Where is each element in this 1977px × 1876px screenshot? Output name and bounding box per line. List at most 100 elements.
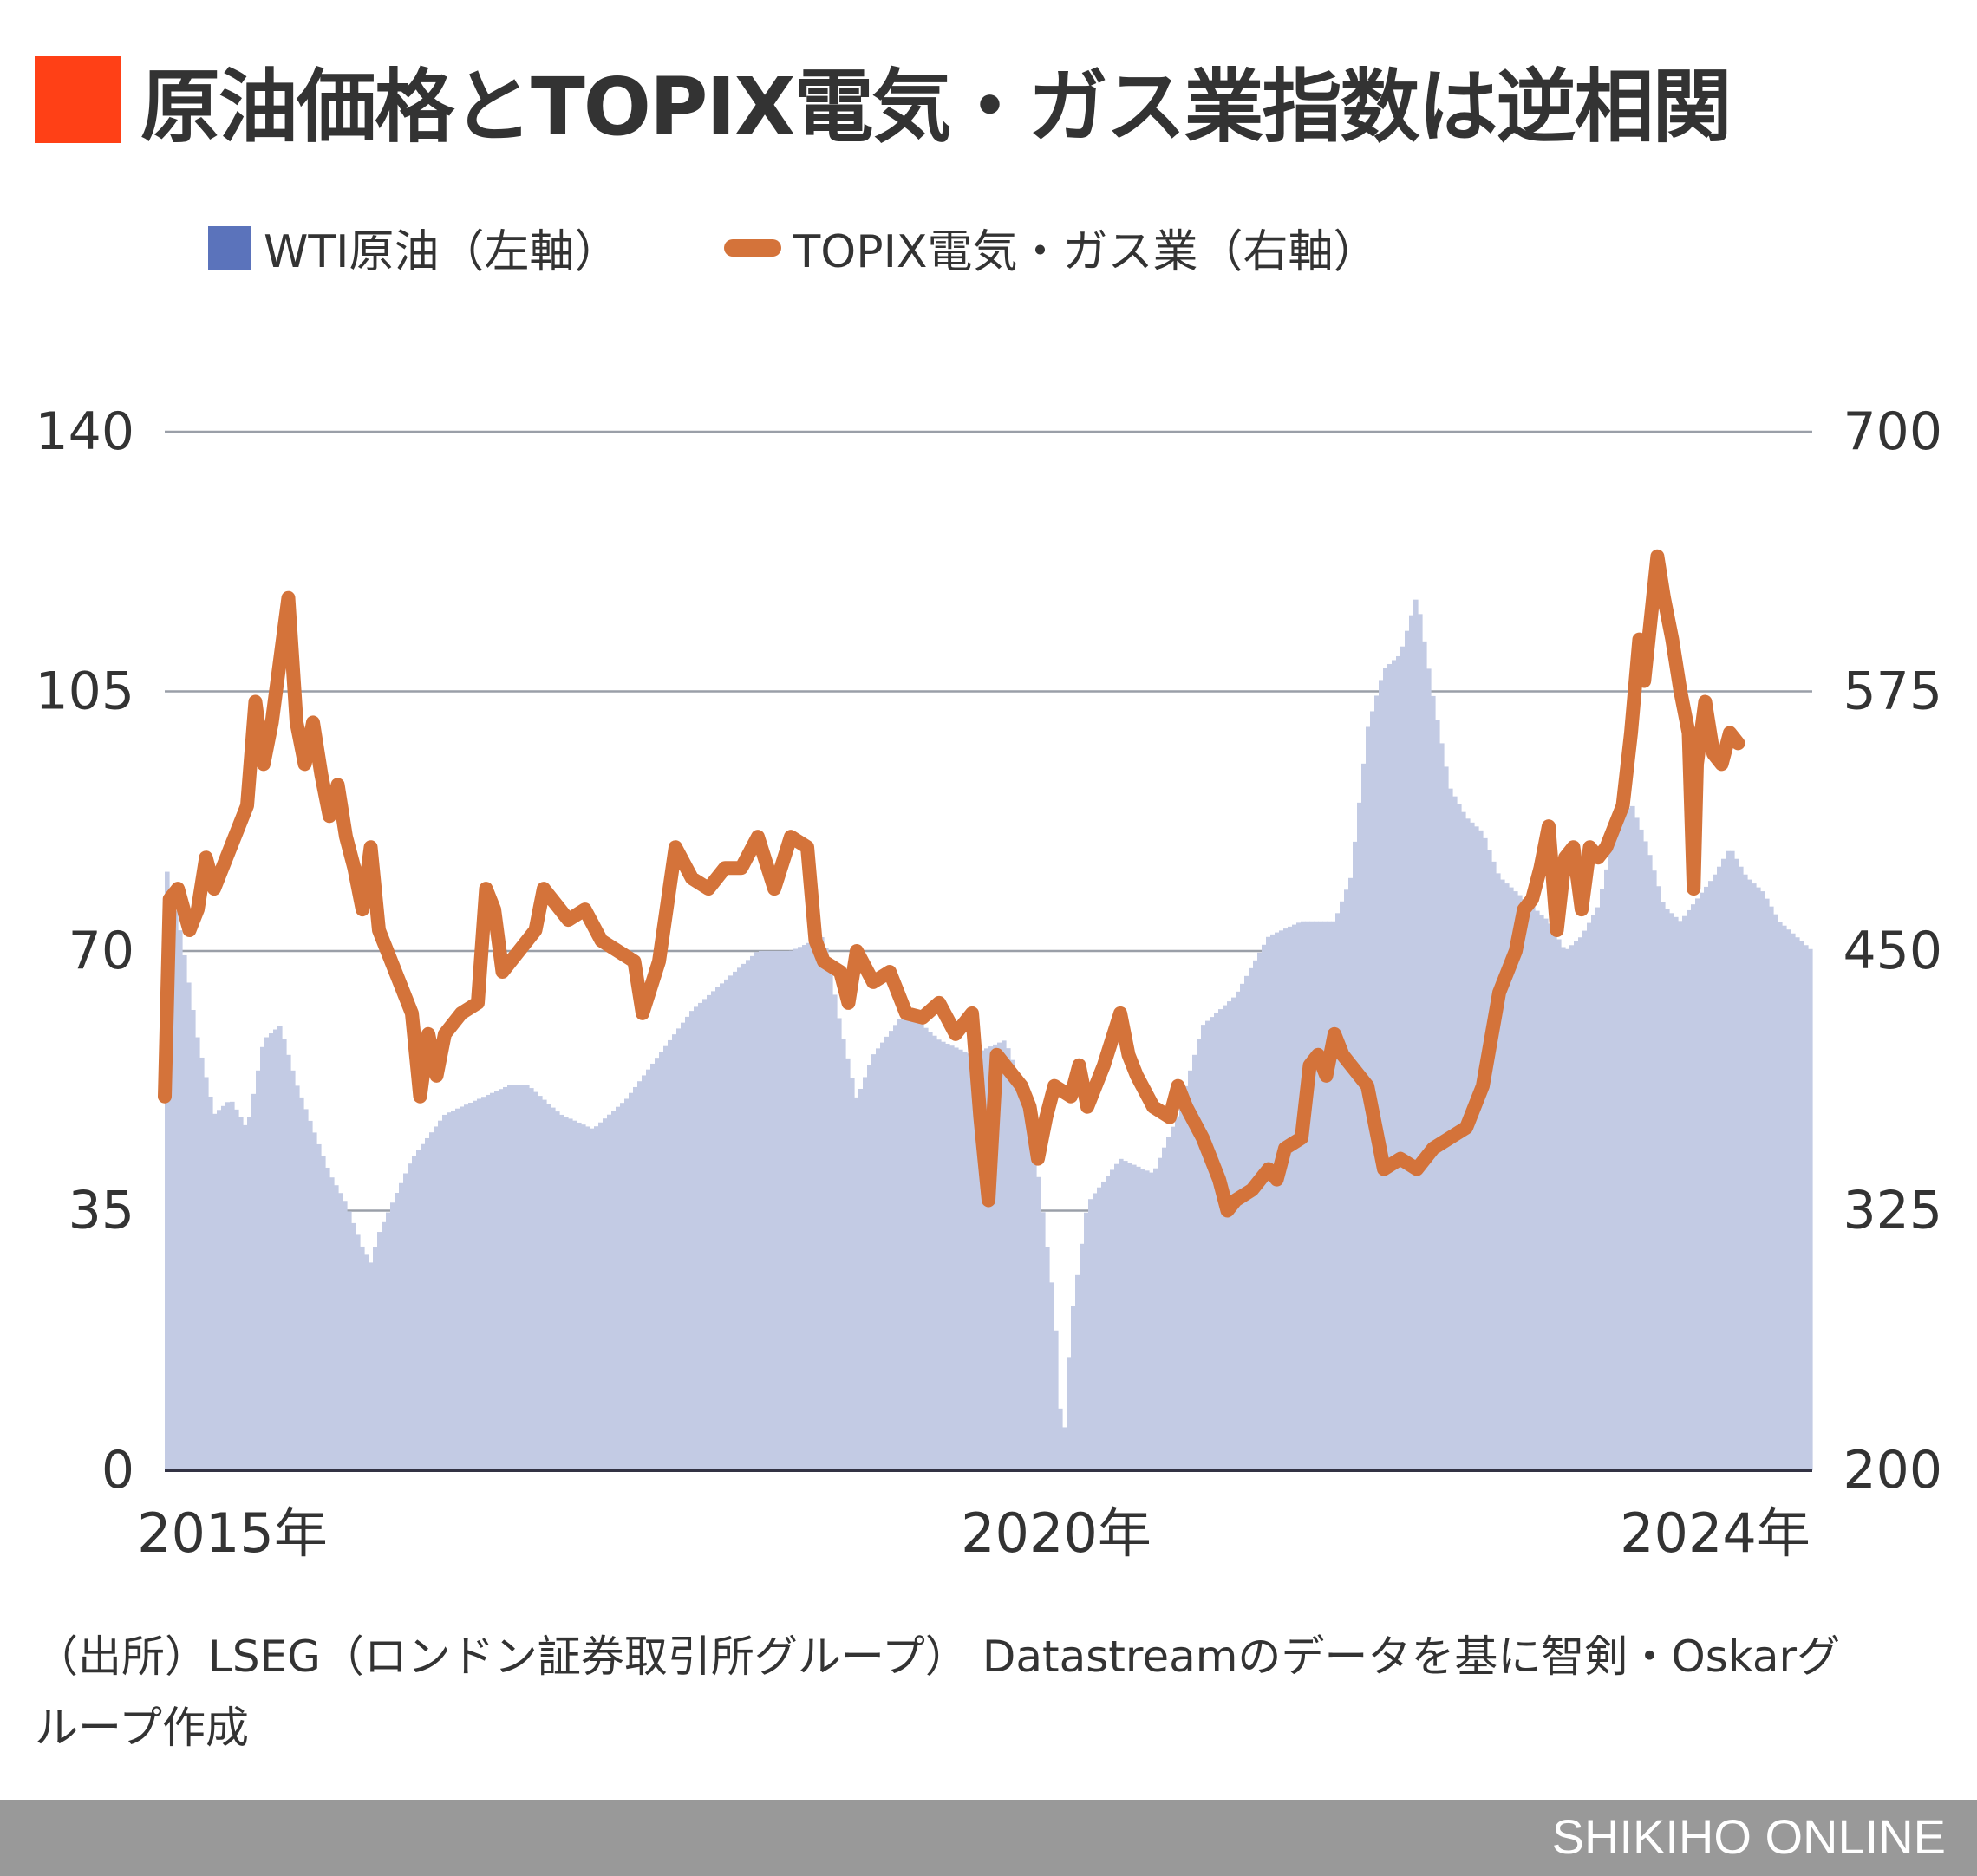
right-axis-tick-label: 450 xyxy=(1843,921,1942,981)
wti-bar xyxy=(1778,922,1783,1470)
legend: WTI原油（左軸） TOPIX電気・ガス業（右軸） xyxy=(208,215,1379,280)
wti-bar xyxy=(594,1126,599,1470)
wti-bar xyxy=(802,945,807,1470)
wti-bar xyxy=(737,967,742,1470)
wti-bar xyxy=(1700,892,1705,1470)
wti-bar xyxy=(555,1111,560,1470)
wti-bar xyxy=(1413,599,1419,1470)
wti-bar xyxy=(759,951,764,1470)
wti-bar xyxy=(1270,934,1276,1470)
wti-bar xyxy=(1357,802,1362,1470)
wti-bar xyxy=(642,1075,647,1470)
wti-bar xyxy=(663,1045,669,1470)
wti-bar xyxy=(1513,891,1518,1470)
wti-bar xyxy=(1804,945,1809,1470)
legend-item-topix: TOPIX電気・ガス業（右軸） xyxy=(620,215,1379,280)
wti-bar xyxy=(1730,850,1735,1470)
wti-bar xyxy=(572,1120,577,1470)
wti-bar xyxy=(1305,921,1310,1470)
wti-bar xyxy=(1266,936,1271,1470)
wti-bar xyxy=(1162,1147,1167,1470)
wti-bar xyxy=(581,1124,586,1470)
wti-bar xyxy=(1422,641,1427,1470)
wti-bar xyxy=(1171,1126,1176,1470)
wti-bar xyxy=(1578,937,1583,1470)
wti-bar xyxy=(460,1106,465,1470)
wti-bar xyxy=(282,1039,287,1470)
wti-bar xyxy=(967,1053,972,1470)
wti-bar xyxy=(421,1143,426,1470)
wti-bar xyxy=(1023,1105,1028,1470)
wti-bar xyxy=(880,1042,885,1470)
wti-bar xyxy=(377,1232,382,1470)
wti-bar xyxy=(499,1089,504,1470)
wti-bar xyxy=(681,1022,686,1470)
title-bar: 原油価格とTOPIX電気・ガス業指数は逆相関 xyxy=(35,52,1732,153)
wti-bar xyxy=(529,1088,534,1470)
wti-bar xyxy=(620,1103,625,1470)
wti-bar xyxy=(1002,1040,1007,1470)
wti-bar xyxy=(1665,909,1670,1470)
wti-bar xyxy=(516,1085,521,1470)
wti-bar xyxy=(1262,944,1267,1470)
wti-bar xyxy=(1392,660,1397,1470)
wti-bar xyxy=(702,999,708,1470)
wti-bar xyxy=(316,1143,322,1470)
wti-bar xyxy=(1153,1168,1158,1470)
wti-bar xyxy=(564,1117,569,1470)
wti-bar xyxy=(260,1046,265,1470)
wti-bar xyxy=(1327,921,1332,1470)
wti-bar xyxy=(1054,1330,1059,1470)
wti-bar xyxy=(984,1048,989,1470)
wti-bar xyxy=(1114,1163,1119,1470)
wti-bar xyxy=(520,1085,525,1470)
wti-bar xyxy=(1253,960,1258,1470)
wti-bar xyxy=(1630,805,1635,1470)
wti-bar xyxy=(1041,1212,1046,1470)
wti-bar xyxy=(659,1052,664,1470)
wti-bar xyxy=(1747,879,1752,1470)
wti-bar xyxy=(1058,1408,1063,1470)
wti-bar xyxy=(1760,891,1765,1470)
wti-bar xyxy=(447,1112,452,1470)
wti-bar xyxy=(1045,1247,1050,1470)
wti-bar xyxy=(1773,914,1778,1470)
wti-bar xyxy=(863,1077,868,1470)
wti-bar xyxy=(876,1048,881,1470)
wti-bar xyxy=(1179,1101,1184,1470)
wti-bar xyxy=(330,1177,335,1470)
left-axis-tick-label: 70 xyxy=(69,921,134,981)
wti-bar xyxy=(910,1016,916,1470)
wti-bar xyxy=(815,939,820,1470)
wti-bar xyxy=(1123,1161,1128,1470)
wti-bar xyxy=(1517,895,1523,1470)
wti-bar xyxy=(169,891,174,1470)
wti-bar xyxy=(473,1100,478,1470)
wti-bar xyxy=(1322,921,1328,1470)
wti-bar xyxy=(1084,1212,1089,1470)
wti-bar xyxy=(1036,1176,1041,1470)
left-axis-tick-label: 0 xyxy=(101,1440,134,1501)
wti-bar xyxy=(1543,918,1549,1470)
wti-bar xyxy=(1661,902,1666,1470)
wti-bar xyxy=(1097,1187,1102,1470)
wti-bar xyxy=(962,1051,968,1470)
wti-bar xyxy=(1140,1169,1145,1470)
wti-bar xyxy=(1379,680,1384,1470)
wti-bar xyxy=(858,1088,864,1470)
wti-bar xyxy=(416,1150,421,1470)
wti-bar xyxy=(997,1042,1002,1470)
wti-bar xyxy=(1301,921,1306,1470)
x-axis-tick-label: 2024年 xyxy=(1620,1501,1811,1565)
wti-bar xyxy=(1487,850,1492,1470)
wti-bar xyxy=(1552,931,1557,1470)
wti-bar xyxy=(1765,898,1770,1470)
wti-bar xyxy=(798,947,803,1470)
wti-bar xyxy=(321,1156,326,1470)
wti-bar xyxy=(1223,1005,1228,1470)
x-axis-tick-label: 2015年 xyxy=(137,1501,328,1565)
wti-bar xyxy=(694,1006,699,1470)
wti-bar xyxy=(217,1110,222,1470)
wti-bar xyxy=(230,1101,235,1470)
wti-bar xyxy=(854,1097,859,1470)
